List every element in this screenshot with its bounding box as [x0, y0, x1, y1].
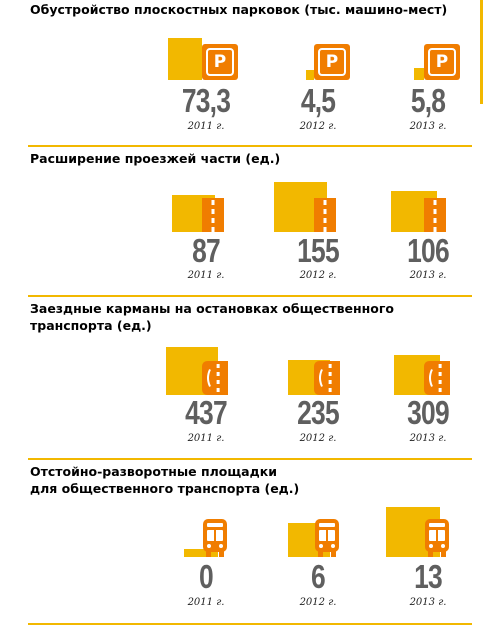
data-value-label: 235: [297, 394, 339, 431]
chart-bar: [183, 549, 218, 557]
data-value-label: 5,8: [410, 82, 446, 119]
data-value-label: 437: [185, 394, 227, 431]
year-label: 2011 г.: [187, 270, 225, 281]
section-title-line: Заездные карманы на остановках обществен…: [30, 301, 394, 316]
chart-bar: [168, 38, 202, 80]
data-value-label: 0: [199, 558, 214, 595]
year-label: 2013 г.: [409, 597, 447, 608]
bus-icon: [424, 519, 450, 557]
bus-icon: [314, 519, 340, 557]
year-label: 2013 г.: [409, 121, 447, 132]
parking-letter: P: [428, 48, 456, 76]
section-divider: [28, 458, 472, 460]
section-divider: [28, 623, 472, 625]
section-divider: [28, 295, 472, 297]
bus-icon: [202, 519, 228, 557]
chart-bar: [414, 68, 424, 80]
section-title: Заездные карманы на остановках обществен…: [30, 300, 394, 334]
parking-letter: P: [206, 48, 234, 76]
parking-icon: P: [424, 44, 460, 80]
bus-bay-icon: [314, 361, 340, 395]
road-lane-icon: [424, 198, 446, 232]
data-value-label: 309: [407, 394, 449, 431]
section-title-line: Отстойно-разворотные площадки: [30, 464, 277, 479]
year-label: 2013 г.: [409, 433, 447, 444]
year-label: 2011 г.: [187, 121, 225, 132]
year-label: 2011 г.: [187, 597, 225, 608]
data-value-label: 87: [192, 232, 221, 269]
chart-bar: [305, 69, 314, 80]
section-divider: [28, 145, 472, 147]
road-lane-icon: [314, 198, 336, 232]
year-label: 2012 г.: [299, 270, 337, 281]
year-label: 2011 г.: [187, 433, 225, 444]
right-accent-rule: [480, 0, 483, 104]
data-value-label: 4,5: [300, 82, 336, 119]
section-title: Обустройство плоскостных парковок (тыс. …: [30, 2, 448, 17]
year-label: 2012 г.: [299, 121, 337, 132]
bus-bay-icon: [202, 361, 228, 395]
bus-bay-icon: [424, 361, 450, 395]
section-title-line: транспорта (ед.): [30, 318, 152, 333]
section-title: Расширение проезжей части (ед.): [30, 151, 281, 166]
year-label: 2013 г.: [409, 270, 447, 281]
year-label: 2012 г.: [299, 433, 337, 444]
data-value-label: 155: [297, 232, 339, 269]
data-value-label: 13: [414, 558, 443, 595]
parking-letter: P: [318, 48, 346, 76]
data-value-label: 6: [311, 558, 326, 595]
data-value-label: 106: [407, 232, 449, 269]
section-title: Отстойно-разворотные площадки для общест…: [30, 463, 299, 497]
section-title-line: для общественного транспорта (ед.): [30, 481, 300, 496]
parking-icon: P: [314, 44, 350, 80]
road-lane-icon: [202, 198, 224, 232]
parking-icon: P: [202, 44, 238, 80]
year-label: 2012 г.: [299, 597, 337, 608]
data-value-label: 73,3: [181, 82, 231, 119]
